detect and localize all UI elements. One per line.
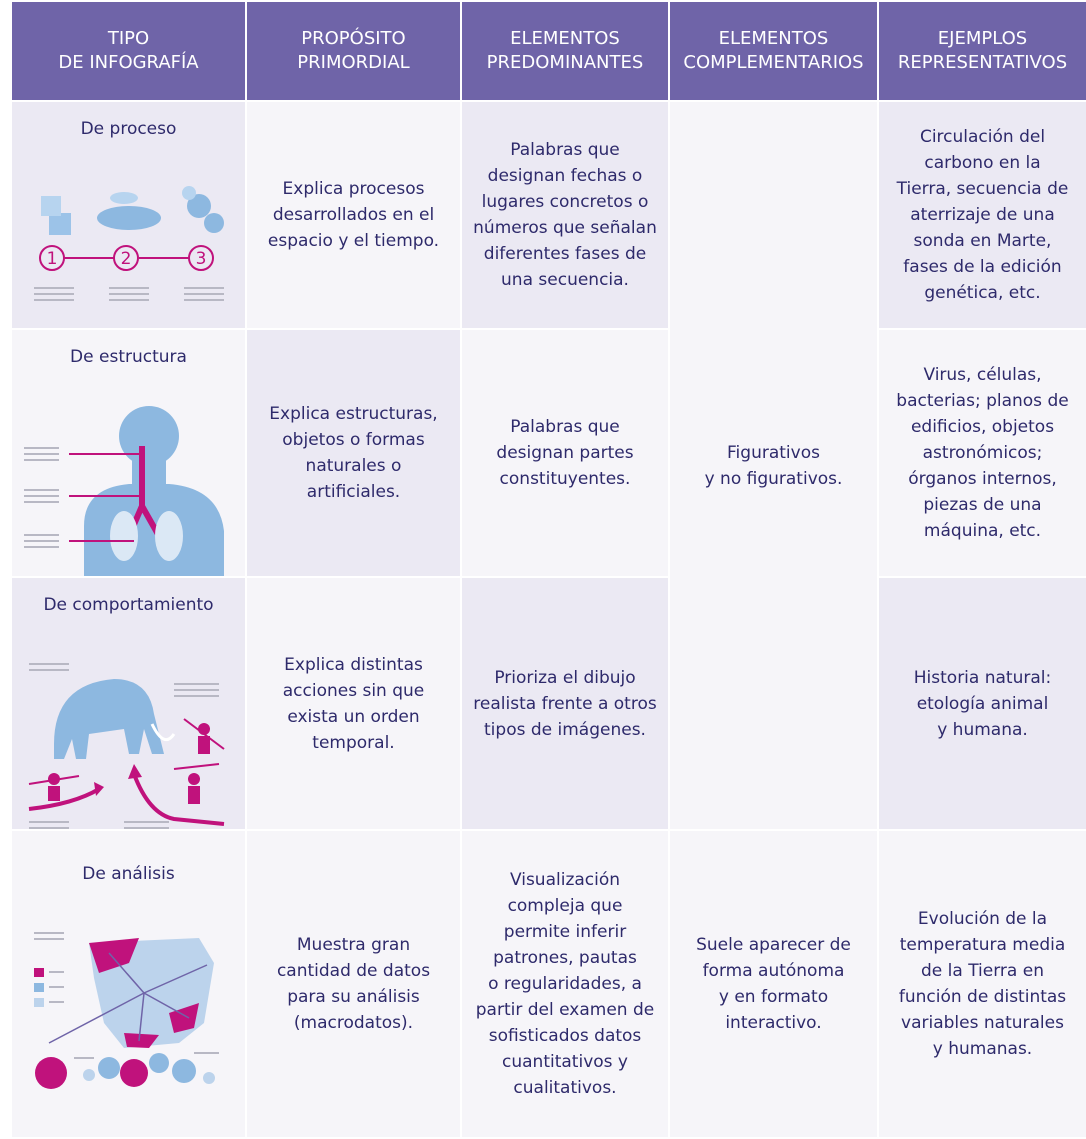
header-cell: TIPO DE INFOGRAFÍA [10,0,247,102]
purpose-cell: Explica distintas acciones sin que exist… [245,576,462,831]
structure-icon [23,406,224,576]
type-label: De análisis [82,864,175,884]
type-label: De proceso [80,119,177,139]
examples-cell: Evolución de la temperatura media de la … [877,829,1086,1139]
predominant-cell: Visualización compleja que permite infer… [460,829,670,1139]
row: De estructura Explica estructuras, objet… [10,328,1086,578]
type-cell: De proceso 1 2 3 [10,100,247,330]
step-label: 3 [195,249,206,269]
examples-cell: Historia natural: etología animal y huma… [877,576,1086,831]
type-cell: De comportamiento [10,576,247,831]
header-row: TIPO DE INFOGRAFÍA PROPÓSITO PRIMORDIAL … [10,0,1086,102]
analysis-icon [33,932,219,1089]
predominant-cell: Palabras que designan fechas o lugares c… [460,100,670,330]
purpose-cell: Explica procesos desarrollados en el esp… [245,100,462,330]
type-cell: De análisis [10,829,247,1139]
type-cell: De estructura [10,328,247,578]
row: De análisis Muestra gran cantidad de dat… [10,829,1086,1139]
header-cell: EJEMPLOS REPRESENTATIVOS [877,0,1086,102]
process-icon: 1 2 3 [33,186,224,301]
examples-cell: Virus, células, bacterias; planos de edi… [877,328,1086,578]
step-label: 2 [120,249,131,269]
step-label: 1 [46,249,57,269]
type-label: De estructura [70,347,187,367]
header-cell: ELEMENTOS COMPLEMENTARIOS [668,0,879,102]
infographic-table: TIPO DE INFOGRAFÍA PROPÓSITO PRIMORDIAL … [10,0,1086,1139]
complementary-cell: Figurativos y no figurativos. [668,100,879,831]
predominant-cell: Prioriza el dibujo realista frente a otr… [460,576,670,831]
header-cell: PROPÓSITO PRIMORDIAL [245,0,462,102]
examples-cell: Circulación del carbono en la Tierra, se… [877,100,1086,330]
page: TIPO DE INFOGRAFÍA PROPÓSITO PRIMORDIAL … [10,0,1086,1139]
purpose-cell: Muestra gran cantidad de datos para su a… [245,829,462,1139]
purpose-cell: Explica estructuras, objetos o formas na… [245,328,462,578]
row: De proceso 1 2 3 Explica procesos desarr… [10,100,1086,831]
predominant-cell: Palabras que designan partes constituyen… [460,328,670,578]
behavior-icon [28,663,225,829]
row: De comportamiento Explica distintas acci… [10,576,1086,831]
type-label: De comportamiento [43,595,214,615]
header-cell: ELEMENTOS PREDOMINANTES [460,0,670,102]
complementary-cell: Suele aparecer de forma autónoma y en fo… [668,829,879,1139]
